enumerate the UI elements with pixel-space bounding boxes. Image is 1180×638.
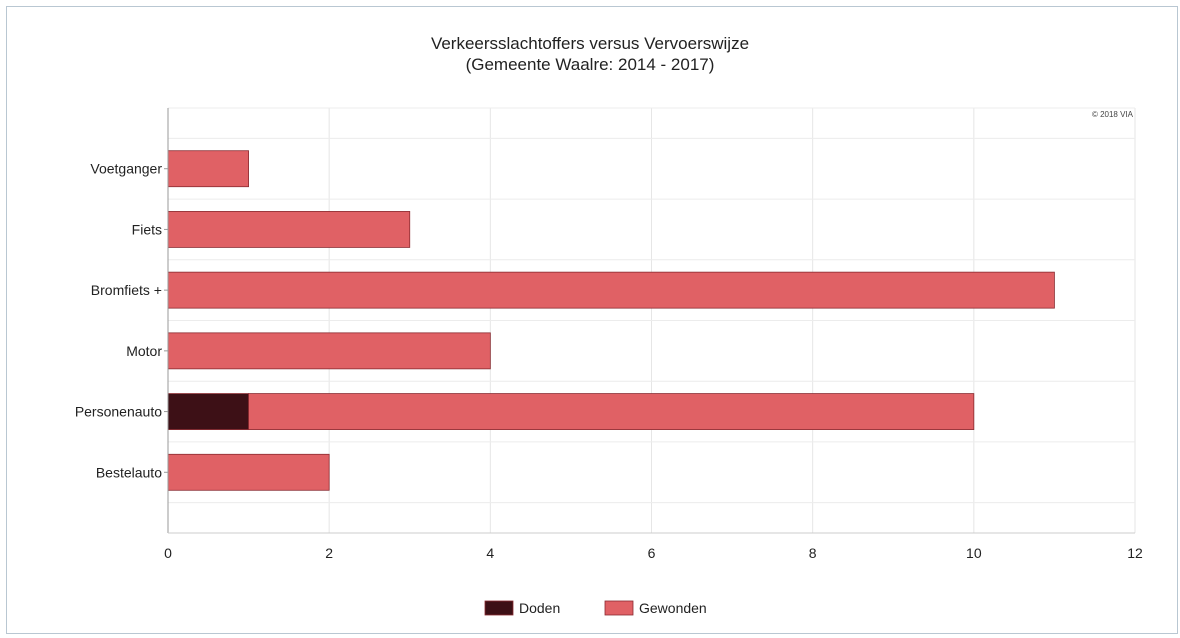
x-tick-label: 8 <box>809 545 817 561</box>
x-tick-label: 2 <box>325 545 333 561</box>
chart-credit: © 2018 VIA <box>1092 110 1134 119</box>
y-tick-label: Voetganger <box>90 161 162 177</box>
bars <box>167 150 1055 491</box>
legend-label: Gewonden <box>639 600 707 616</box>
chart-title: Verkeersslachtoffers versus Vervoerswijz… <box>431 34 749 53</box>
chart-subtitle: (Gemeente Waalre: 2014 - 2017) <box>466 55 715 74</box>
x-tick-label: 0 <box>164 545 172 561</box>
bar-gewonden-2[interactable] <box>167 271 1055 309</box>
legend-swatch <box>484 600 514 616</box>
y-tick-label: Bestelauto <box>96 464 162 480</box>
y-tick-label: Personenauto <box>75 404 162 420</box>
x-tick-label: 6 <box>648 545 656 561</box>
y-tick-label: Fiets <box>132 221 162 237</box>
axes: 0 2 4 6 8 10 12 Voetganger Fiets Bromfiets + Motor… <box>75 108 1143 561</box>
x-tick-label: 12 <box>1127 545 1143 561</box>
bar-doden-4[interactable] <box>167 393 249 430</box>
y-tick-label: Motor <box>126 343 162 359</box>
bar-gewonden-5[interactable] <box>167 453 330 491</box>
bar-gewonden-1[interactable] <box>167 211 411 248</box>
x-tick-label: 4 <box>486 545 494 561</box>
y-tick-label: Bromfiets + <box>91 282 162 298</box>
legend: Doden Gewonden <box>484 600 707 616</box>
bar-gewonden-4[interactable] <box>248 393 975 430</box>
x-tick-label: 10 <box>966 545 982 561</box>
legend-swatch <box>604 600 634 616</box>
bar-gewonden-0[interactable] <box>167 150 249 188</box>
legend-label: Doden <box>519 600 560 616</box>
bar-gewonden-3[interactable] <box>167 332 491 370</box>
